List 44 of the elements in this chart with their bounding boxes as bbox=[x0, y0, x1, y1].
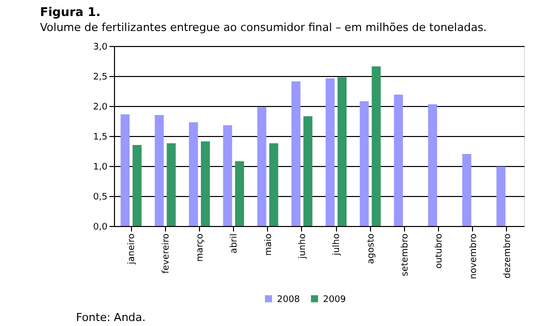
bar bbox=[291, 81, 300, 226]
bar bbox=[303, 116, 312, 226]
legend-label: 2008 bbox=[277, 294, 300, 305]
bar bbox=[132, 145, 142, 226]
y-tick-label: 0,5 bbox=[93, 192, 108, 202]
bar bbox=[257, 107, 266, 226]
bar bbox=[326, 78, 335, 226]
source-note: Fonte: Anda. bbox=[76, 311, 146, 324]
x-tick-label: março bbox=[195, 233, 206, 262]
y-tick-label: 0,0 bbox=[93, 222, 108, 232]
legend-label: 2009 bbox=[323, 294, 346, 305]
bar bbox=[154, 115, 164, 226]
bar bbox=[462, 154, 472, 226]
y-tick-label: 2,0 bbox=[93, 102, 108, 112]
bar bbox=[338, 77, 347, 226]
bar bbox=[166, 143, 176, 226]
bar bbox=[360, 101, 369, 226]
chart-subtitle: Volume de fertilizantes entregue ao consumidor final – em milhões de toneladas. bbox=[40, 21, 487, 34]
x-tick-label: fevereiro bbox=[161, 233, 172, 274]
x-tick-label: abril bbox=[230, 234, 240, 254]
x-tick-label: novembro bbox=[468, 233, 479, 280]
bar bbox=[428, 104, 438, 226]
bar bbox=[496, 166, 506, 226]
bar bbox=[235, 161, 244, 226]
bar bbox=[372, 66, 381, 226]
y-tick-label: 1,5 bbox=[93, 132, 108, 142]
y-tick-label: 3,0 bbox=[93, 42, 108, 52]
bar bbox=[188, 122, 198, 226]
x-tick-label: agosto bbox=[366, 233, 376, 264]
x-tick-label: outubro bbox=[434, 233, 445, 269]
bar bbox=[394, 94, 403, 226]
bar bbox=[120, 114, 130, 226]
x-tick-label: setembro bbox=[400, 233, 410, 276]
y-tick-label: 1,0 bbox=[93, 162, 108, 172]
bar bbox=[223, 125, 232, 226]
bar bbox=[269, 143, 278, 226]
x-tick-label: maio bbox=[264, 233, 274, 256]
chart-title: Figura 1. bbox=[40, 5, 101, 19]
x-tick-label: janeiro bbox=[127, 233, 138, 266]
bar bbox=[200, 141, 210, 226]
x-tick-label: julho bbox=[332, 233, 342, 256]
x-tick-label: dezembro bbox=[502, 233, 513, 278]
x-tick-label: junho bbox=[298, 233, 308, 260]
y-tick-label: 2,5 bbox=[93, 72, 108, 82]
